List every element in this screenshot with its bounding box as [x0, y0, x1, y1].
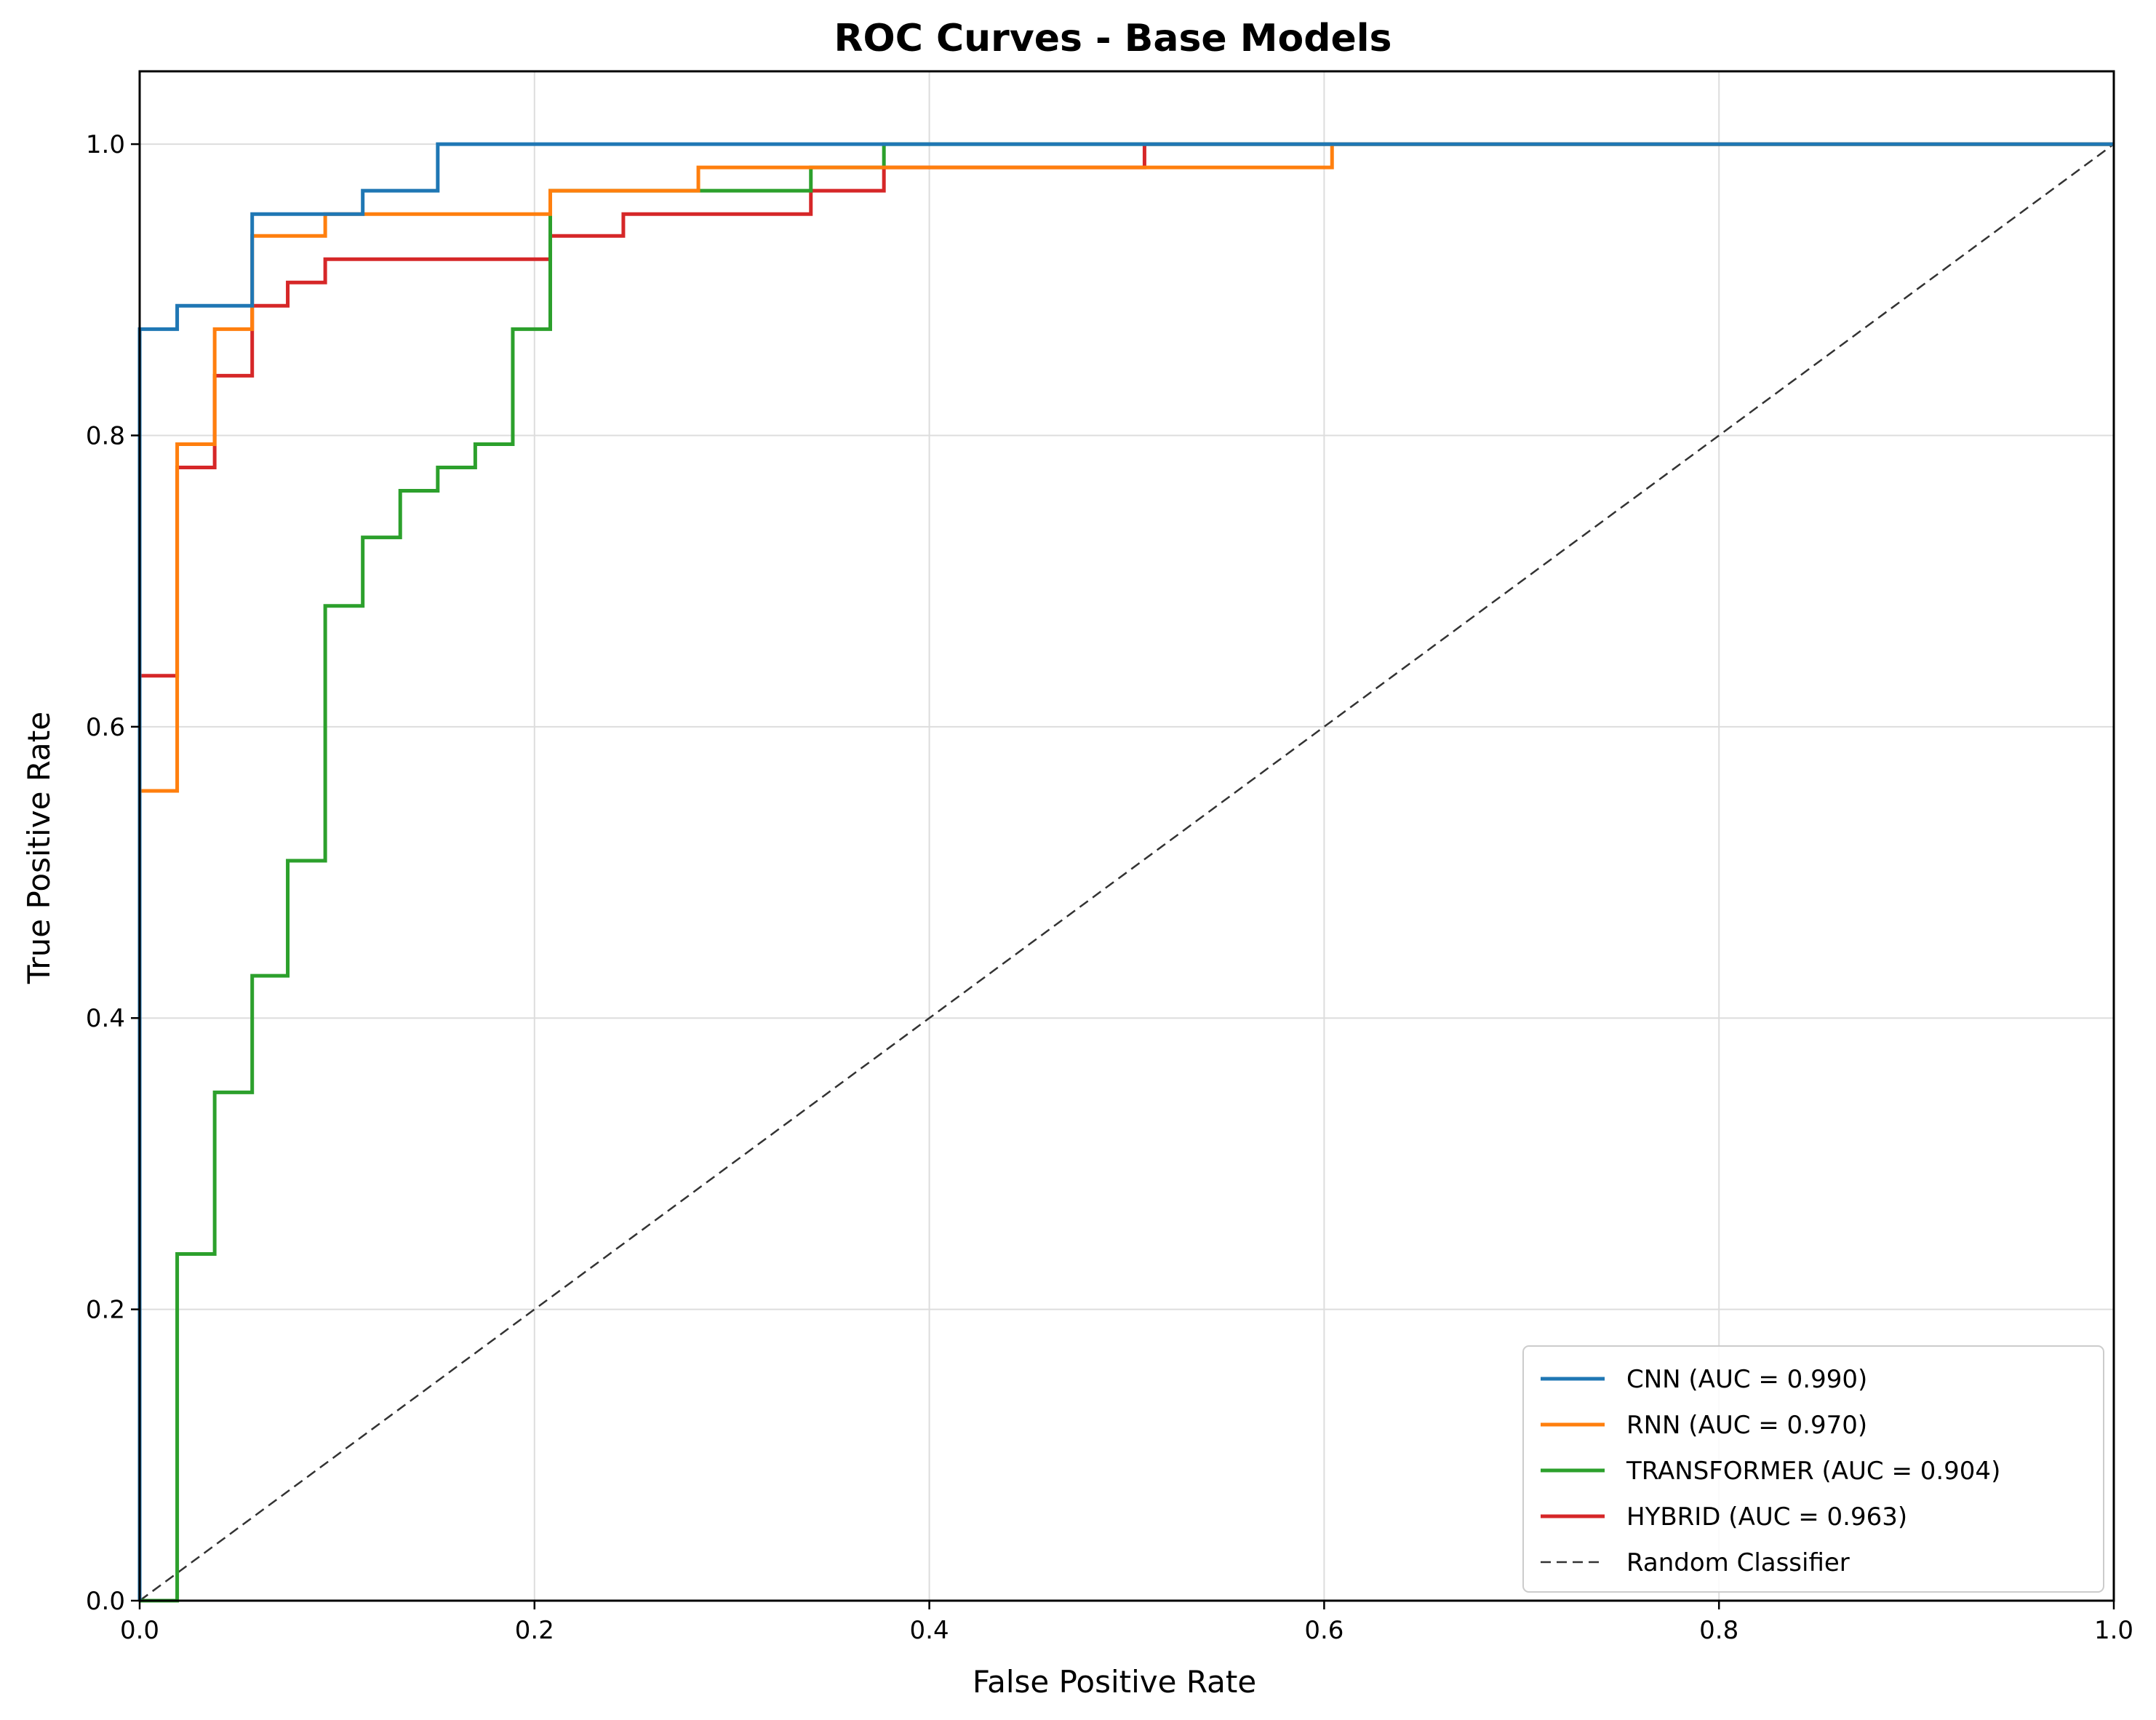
legend-label: TRANSFORMER (AUC = 0.904) — [1626, 1457, 2000, 1486]
series-line-rnn — [137, 142, 2114, 1601]
y-tick-label: 0.6 — [86, 713, 125, 742]
x-tick-label: 0.0 — [120, 1616, 159, 1645]
y-axis-label: True Positive Rate — [21, 712, 57, 984]
legend-label: Random Classifier — [1626, 1548, 1850, 1577]
series-line-random — [139, 143, 2115, 1602]
legend-label: HYBRID (AUC = 0.963) — [1626, 1502, 1907, 1532]
y-tick-label: 1.0 — [86, 130, 125, 159]
x-tick-label: 0.2 — [515, 1616, 554, 1645]
x-tick-label: 0.8 — [1699, 1616, 1738, 1645]
y-tick-label: 0.2 — [86, 1296, 125, 1325]
x-tick-label: 1.0 — [2094, 1616, 2133, 1645]
series-line-cnn — [137, 142, 2114, 1601]
x-tick-label: 0.6 — [1304, 1616, 1343, 1645]
legend-label: RNN (AUC = 0.970) — [1626, 1411, 1867, 1440]
series-layer — [137, 142, 2115, 1603]
x-axis-label: False Positive Rate — [973, 1664, 1256, 1700]
y-tick-label: 0.8 — [86, 421, 125, 450]
series-line-hybrid — [137, 142, 2114, 1601]
x-tick-label: 0.4 — [910, 1616, 949, 1645]
y-axis-ticks: 0.0 0.2 0.4 0.6 0.8 1.0 — [86, 130, 140, 1616]
legend-box — [1522, 1345, 2104, 1593]
y-tick-label: 0.0 — [86, 1587, 125, 1616]
legend-label: CNN (AUC = 0.990) — [1626, 1365, 1867, 1394]
gridlines — [139, 71, 2115, 1601]
y-tick-label: 0.4 — [86, 1004, 125, 1033]
chart-title: ROC Curves - Base Models — [834, 17, 1392, 60]
plot-frame — [138, 70, 2115, 1602]
legend: CNN (AUC = 0.990) RNN (AUC = 0.970) TRANSF… — [1522, 1345, 2104, 1593]
x-axis-ticks: 0.0 0.2 0.4 0.6 0.8 1.0 — [120, 1601, 2133, 1645]
